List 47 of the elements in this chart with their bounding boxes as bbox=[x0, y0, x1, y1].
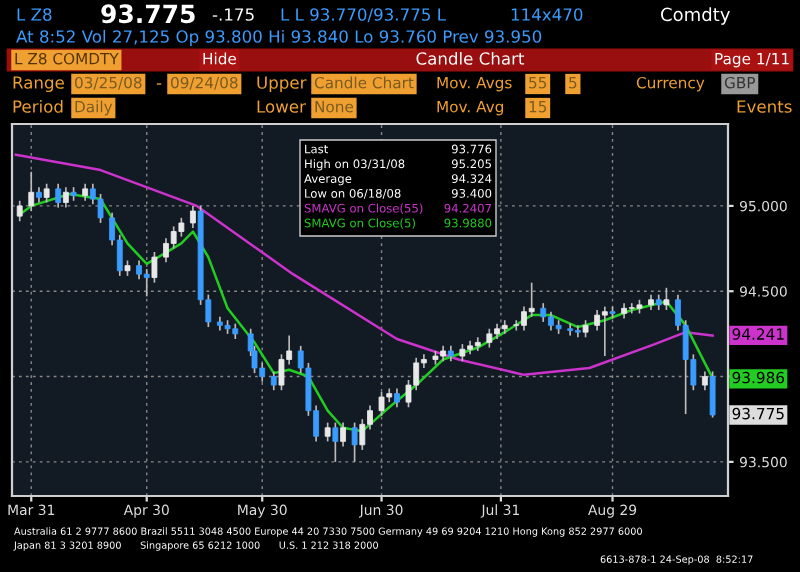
candlestick bbox=[324, 421, 331, 443]
text: Candle Chart bbox=[416, 51, 525, 65]
candlestick bbox=[628, 302, 635, 315]
candlestick bbox=[601, 305, 608, 357]
candlestick bbox=[540, 302, 547, 323]
candlestick bbox=[340, 421, 346, 448]
candlestick bbox=[574, 324, 581, 339]
text: L Z8 bbox=[17, 8, 52, 21]
candlestick bbox=[43, 182, 50, 204]
text: Upper bbox=[257, 76, 307, 93]
candlestick bbox=[378, 391, 385, 417]
candlestick bbox=[163, 237, 169, 264]
text: Comdty bbox=[661, 7, 730, 25]
text: 114x470 bbox=[511, 8, 583, 21]
text: - bbox=[156, 83, 162, 85]
candlestick bbox=[567, 322, 574, 337]
text: Events bbox=[737, 100, 792, 113]
candlestick bbox=[594, 309, 601, 332]
text: At 8:52 Vol 27,125 Op 93.800 Hi 93.840 Lo 93.760 Prev 93.950 bbox=[16, 29, 542, 47]
candlestick bbox=[28, 170, 35, 212]
text: 93.775 bbox=[101, 4, 195, 24]
candlestick bbox=[62, 186, 69, 209]
text: Period bbox=[13, 99, 63, 113]
text: Lower bbox=[257, 100, 306, 113]
candlestick bbox=[332, 421, 339, 463]
candlestick bbox=[55, 182, 62, 209]
candlestick bbox=[701, 370, 708, 392]
candlestick bbox=[143, 268, 150, 298]
candlestick bbox=[528, 281, 535, 318]
candlestick bbox=[170, 225, 177, 250]
candlestick bbox=[359, 418, 366, 451]
line-series bbox=[14, 153, 714, 377]
candlestick bbox=[190, 205, 196, 229]
candlestick bbox=[270, 370, 277, 392]
text: -.175 bbox=[212, 8, 254, 21]
candlestick bbox=[486, 327, 493, 349]
candlestick bbox=[136, 259, 142, 281]
text: Range bbox=[13, 76, 64, 93]
candlestick bbox=[394, 387, 400, 409]
candlestick bbox=[351, 421, 358, 463]
candlestick bbox=[548, 310, 554, 332]
candlestick bbox=[16, 199, 23, 223]
candlestick bbox=[709, 370, 716, 419]
candlestick bbox=[663, 286, 670, 311]
text: L L 93.770/93.775 L bbox=[281, 8, 446, 23]
candlestick bbox=[521, 305, 527, 332]
candlestick bbox=[513, 319, 520, 332]
